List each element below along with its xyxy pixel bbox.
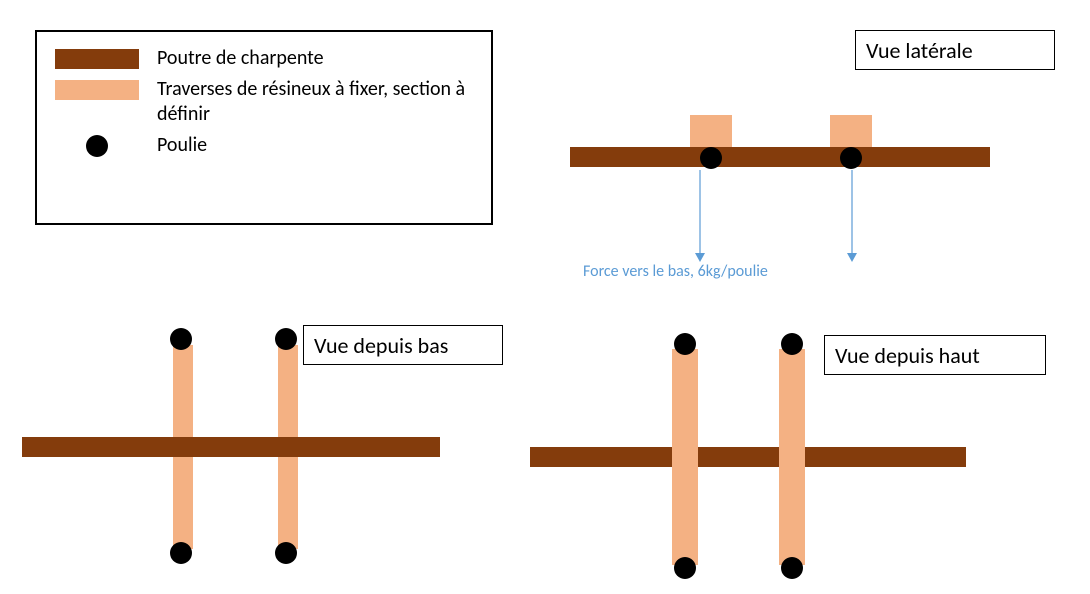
legend-box: Poutre de charpente Traverses de résineux… [35,30,493,225]
bottom-beam [22,437,440,457]
top-pulley-3 [781,557,803,579]
label-box-top: Vue depuis haut [824,335,1046,375]
side-crossbar-0 [690,115,732,148]
label-box-side: Vue latérale [855,30,1055,70]
bottom-pulley-2 [170,542,192,564]
side-pulley-1 [840,147,862,169]
legend-row-1: Traverses de résineux à fixer, section à… [55,77,473,127]
side-pulley-0 [700,147,722,169]
side-force-label: Force vers le bas, 6kg/poulie [583,262,768,281]
bottom-pulley-0 [170,328,192,350]
bottom-pulley-3 [275,542,297,564]
label-box-bottom: Vue depuis bas [303,325,503,365]
legend-swatch-beam [55,49,139,69]
top-beam [530,447,966,467]
diagram-canvas: Poutre de charpente Traverses de résineux… [0,0,1090,594]
side-crossbar-1 [830,115,872,148]
legend-circle-wrap [55,133,139,159]
legend-label-2: Poulie [157,133,207,158]
legend-row-2: Poulie [55,133,473,159]
top-crossbar-1 [779,349,805,565]
legend-label-0: Poutre de charpente [157,46,324,71]
label-text-bottom: Vue depuis bas [314,332,448,359]
top-crossbar-0 [672,349,698,565]
legend-swatch-crossbar [55,80,139,100]
top-pulley-1 [781,333,803,355]
top-pulley-2 [674,557,696,579]
legend-pulley-icon [86,135,108,157]
side-force-arrow-1 [845,170,859,262]
label-text-side: Vue latérale [866,37,973,64]
label-text-top: Vue depuis haut [835,342,980,369]
top-pulley-0 [674,333,696,355]
legend-label-1: Traverses de résineux à fixer, section à… [157,77,473,127]
legend-row-0: Poutre de charpente [55,46,473,71]
side-beam [570,147,990,167]
side-force-arrow-0 [693,170,707,262]
bottom-pulley-1 [275,328,297,350]
